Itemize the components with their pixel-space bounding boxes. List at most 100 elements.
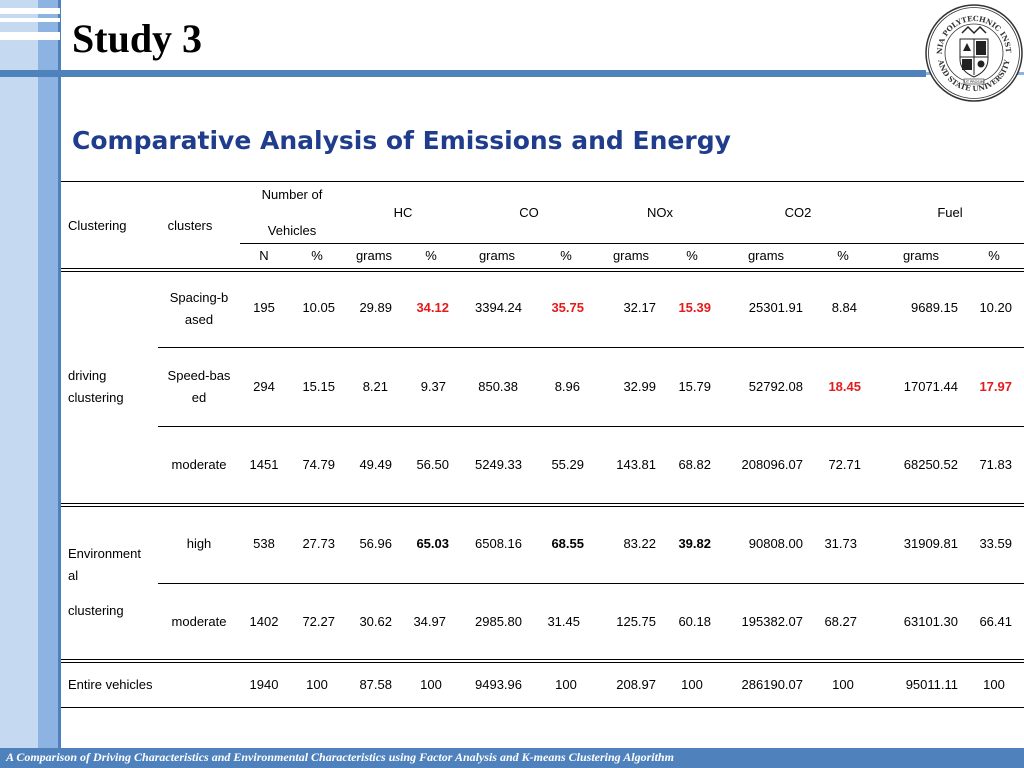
cell-value: 25301.91 xyxy=(748,300,803,315)
cell-value: 72.71 xyxy=(828,457,861,472)
subheader-grams: grams xyxy=(355,248,393,263)
cell-value: 56.96 xyxy=(359,536,392,551)
left-stripe-light xyxy=(0,0,38,748)
header-number-of: Number of xyxy=(261,187,323,202)
cluster-label: moderate xyxy=(171,457,227,472)
cluster-label: ased xyxy=(184,312,214,327)
cell-value: 195382.07 xyxy=(741,614,803,629)
group-environmental-label: Environment xyxy=(68,546,141,561)
cell-value: 66.41 xyxy=(979,614,1012,629)
cell-value: 83.22 xyxy=(623,536,656,551)
cluster-label: moderate xyxy=(171,614,227,629)
cell-value-bold: 65.03 xyxy=(416,536,449,551)
cell-value: 68.27 xyxy=(824,614,857,629)
cell-value: 90808.00 xyxy=(748,536,803,551)
cell-value: 100 xyxy=(555,677,577,692)
cell-value: 6508.16 xyxy=(475,536,522,551)
group-environmental-label: al xyxy=(68,568,79,583)
header-fuel: Fuel xyxy=(937,205,963,220)
cell-value: 100 xyxy=(306,677,328,692)
cell-value-highlight: 17.97 xyxy=(979,379,1012,394)
cell-value: 208.97 xyxy=(616,677,656,692)
cell-value: 34.97 xyxy=(413,614,446,629)
cell-value: 71.83 xyxy=(979,457,1012,472)
cell-value: 63101.30 xyxy=(903,614,958,629)
cell-value: 56.50 xyxy=(416,457,449,472)
cell-value-bold: 39.82 xyxy=(678,536,711,551)
cell-value: 100 xyxy=(681,677,703,692)
footer-bar xyxy=(0,748,1024,768)
cell-value-highlight: 34.12 xyxy=(416,300,449,315)
subheader-pct: % xyxy=(560,248,572,263)
cell-value: 2985.80 xyxy=(475,614,522,629)
cell-n: 538 xyxy=(253,536,275,551)
cell-value-highlight: 15.39 xyxy=(678,300,711,315)
cell-value: 8.84 xyxy=(831,300,857,315)
cell-value: 68.82 xyxy=(678,457,711,472)
subheader-grams: grams xyxy=(747,248,785,263)
subheader-grams: grams xyxy=(902,248,940,263)
cell-value: 95011.11 xyxy=(905,677,958,692)
slide-subtitle: Comparative Analysis of Emissions and En… xyxy=(72,126,731,155)
cell-value: 100 xyxy=(420,677,442,692)
cell-n: 195 xyxy=(253,300,275,315)
header-divider xyxy=(240,243,1024,244)
subheader-grams: grams xyxy=(612,248,650,263)
group-divider xyxy=(61,503,1024,507)
header-co2: CO2 xyxy=(784,205,812,220)
cell-value: 52792.08 xyxy=(748,379,803,394)
cell-value: 100 xyxy=(983,677,1005,692)
header-clusters: clusters xyxy=(167,218,213,233)
slide-title: Study 3 xyxy=(72,16,203,61)
cell-value: 29.89 xyxy=(359,300,392,315)
cell-value: 208096.07 xyxy=(741,457,803,472)
stripe-gap xyxy=(0,8,60,14)
cell-value: 3394.24 xyxy=(475,300,522,315)
group-divider xyxy=(61,659,1024,663)
subheader-pct: % xyxy=(311,248,323,263)
title-rule xyxy=(0,70,926,77)
header-hc: HC xyxy=(393,205,413,220)
university-seal-logo: VIRGINIA POLYTECHNIC INSTITUTE AND STATE… xyxy=(924,3,1023,102)
cell-value: 17071.44 xyxy=(903,379,958,394)
cell-value: 31.45 xyxy=(547,614,580,629)
cluster-label: ed xyxy=(191,390,207,405)
cell-value: 125.75 xyxy=(616,614,656,629)
subheader-grams: grams xyxy=(478,248,516,263)
footer-caption: A Comparison of Driving Characteristics … xyxy=(6,750,674,764)
cluster-label: Spacing-b xyxy=(169,290,229,305)
header-clustering: Clustering xyxy=(68,218,127,233)
subheader-pct: % xyxy=(425,248,437,263)
cell-value: 850.38 xyxy=(478,379,518,394)
cell-n: 294 xyxy=(253,379,275,394)
cell-value: 74.79 xyxy=(302,457,335,472)
cell-value: 5249.33 xyxy=(475,457,522,472)
group-environmental-label: clustering xyxy=(68,603,124,618)
cell-value: 60.18 xyxy=(678,614,711,629)
cell-n: 1451 xyxy=(249,457,279,472)
cell-n: 1402 xyxy=(249,614,279,629)
cell-value: 286190.07 xyxy=(741,677,803,692)
row-divider xyxy=(158,583,1024,584)
cell-value: 31.73 xyxy=(824,536,857,551)
header-bottom-border xyxy=(61,268,1024,272)
cell-value: 68250.52 xyxy=(903,457,958,472)
cell-value: 49.49 xyxy=(359,457,392,472)
subheader-n: N xyxy=(259,248,269,263)
stripe-gap xyxy=(0,18,60,22)
cell-value: 9689.15 xyxy=(911,300,958,315)
cell-value: 8.96 xyxy=(554,379,580,394)
table-top-border xyxy=(61,181,1024,182)
cell-value: 10.20 xyxy=(979,300,1012,315)
svg-text:UT PROSIM: UT PROSIM xyxy=(964,80,983,84)
cell-value: 15.79 xyxy=(678,379,711,394)
header-co: CO xyxy=(519,205,539,220)
cell-value: 72.27 xyxy=(302,614,335,629)
cell-value: 15.15 xyxy=(302,379,335,394)
total-label: Entire vehicles xyxy=(68,677,153,692)
cell-value: 10.05 xyxy=(302,300,335,315)
cluster-label: Speed-bas xyxy=(167,368,231,383)
header-nox: NOx xyxy=(647,205,673,220)
cell-value: 55.29 xyxy=(551,457,584,472)
cell-n: 1940 xyxy=(249,677,279,692)
